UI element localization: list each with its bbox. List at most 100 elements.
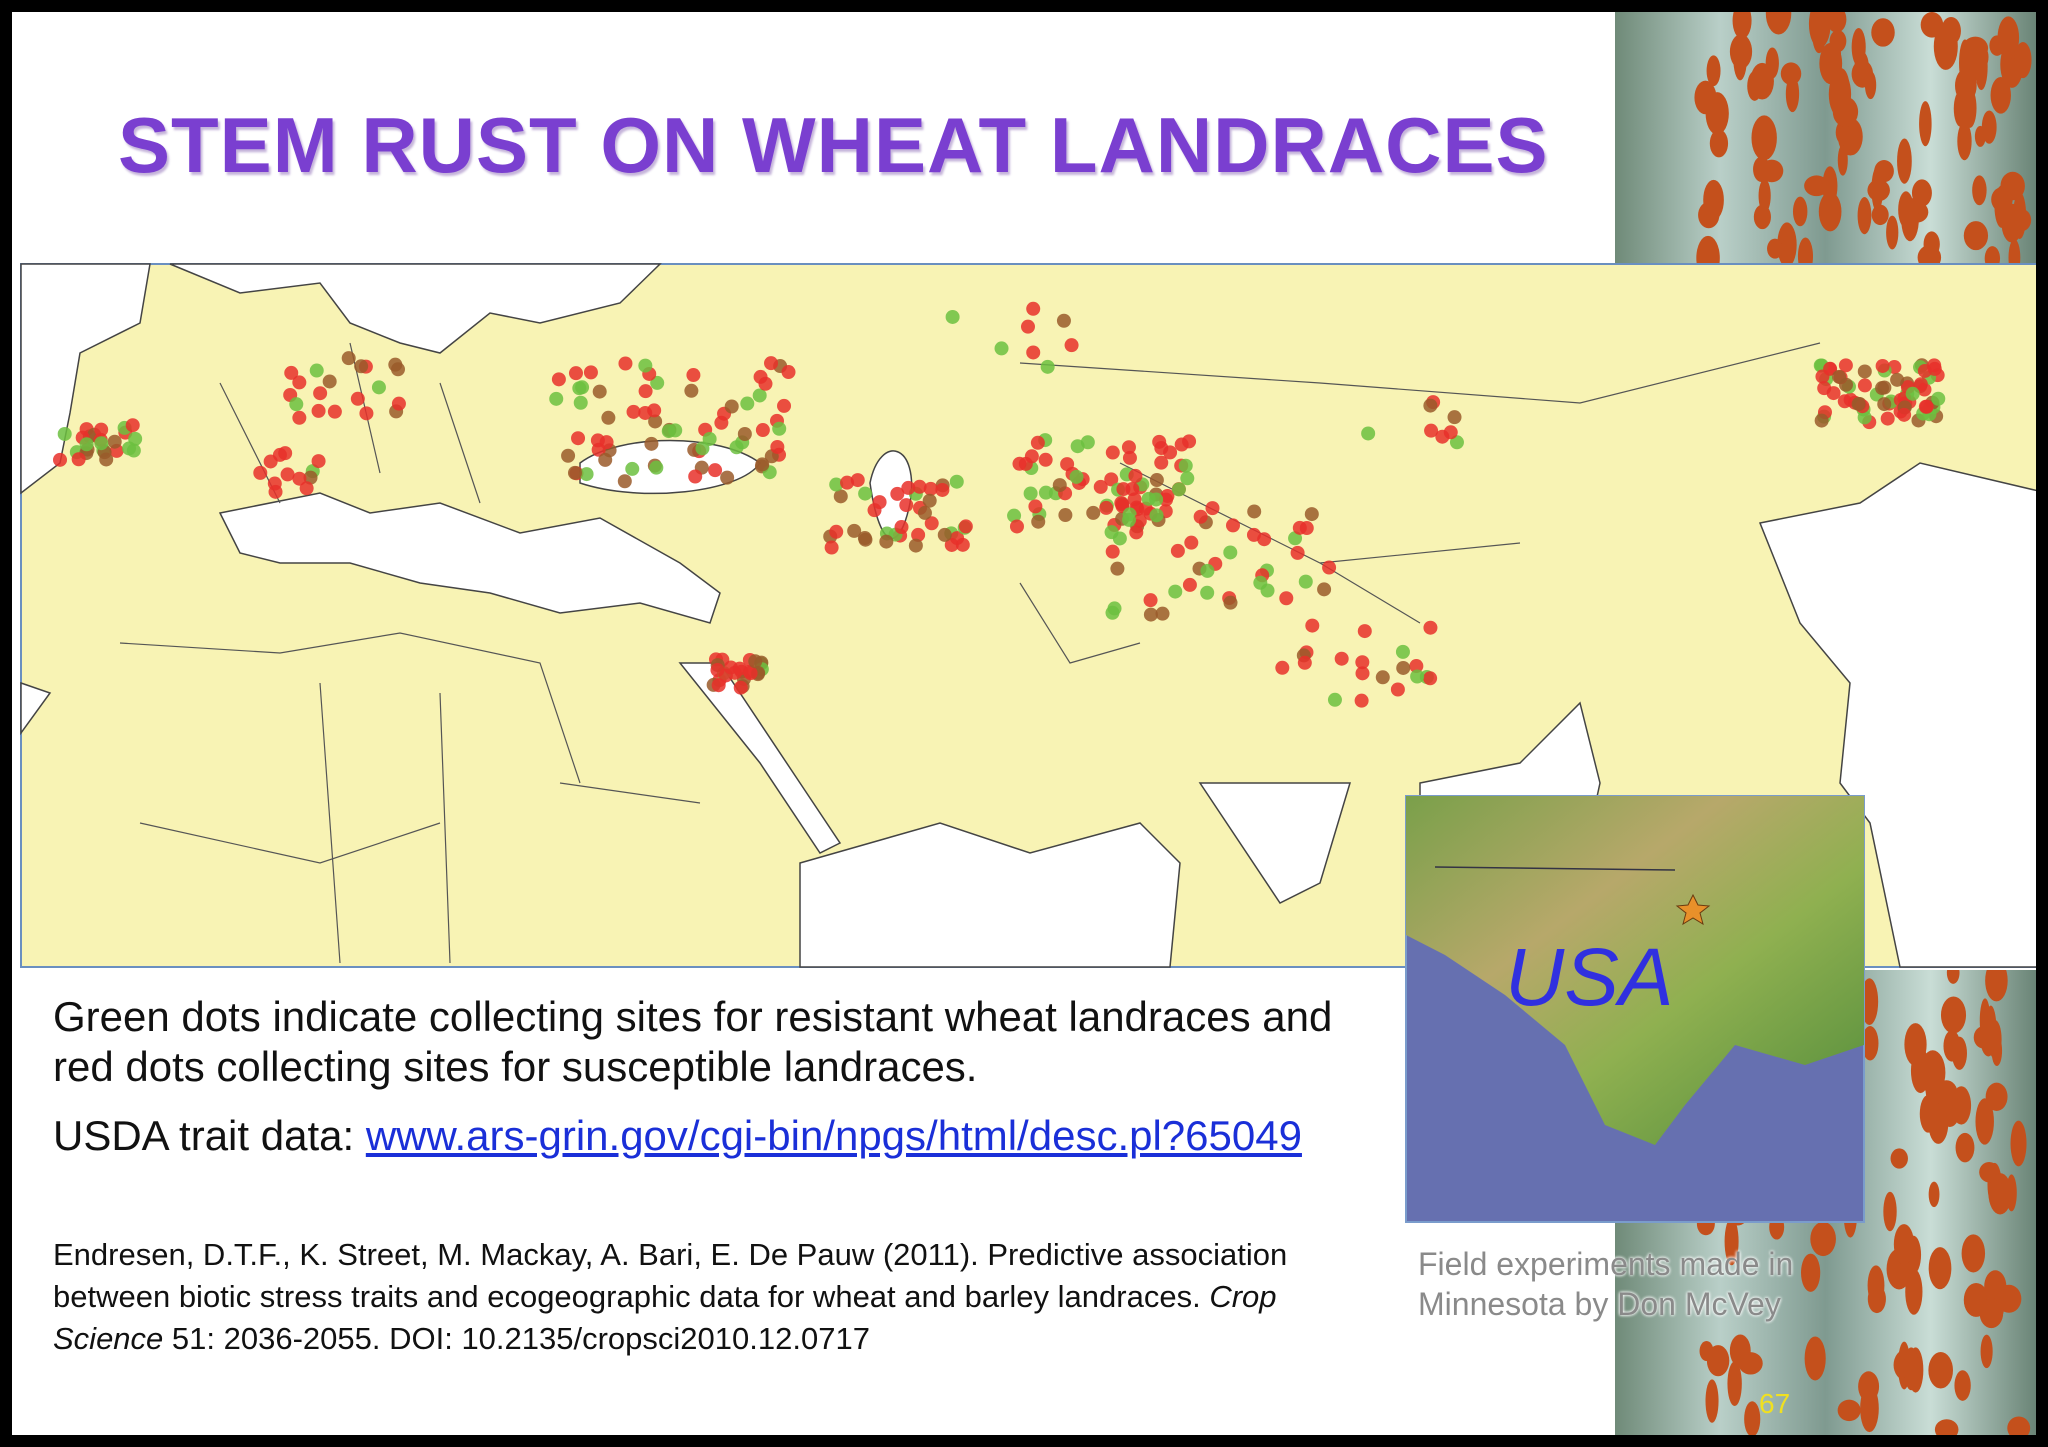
site-dot [1018, 456, 1033, 471]
rust-photo-top [1615, 12, 2036, 263]
site-dot [743, 666, 758, 681]
usda-link[interactable]: www.ars-grin.gov/cgi-bin/npgs/html/desc.… [365, 1112, 1302, 1159]
site-dot [1086, 505, 1101, 520]
site-dot [1128, 468, 1143, 483]
site-dot [57, 426, 72, 441]
site-dot [292, 375, 307, 390]
site-dot [1396, 660, 1411, 675]
site-dot [1141, 491, 1156, 506]
rust-pustule [1733, 35, 1747, 81]
rust-pustule [1724, 1217, 1739, 1266]
site-dot [847, 523, 862, 538]
site-dot [1110, 561, 1125, 576]
site-dot [1322, 560, 1337, 575]
site-dot [748, 654, 763, 669]
rust-pustule [1744, 1401, 1761, 1435]
site-dot [1253, 575, 1268, 590]
rust-pustule [1919, 1094, 1937, 1133]
site-dot [1832, 369, 1847, 384]
site-dot [958, 519, 973, 534]
rust-pustule [1810, 1221, 1836, 1257]
rust-pustule [1797, 237, 1814, 263]
site-dot [1143, 607, 1158, 622]
site-dot [710, 663, 725, 678]
site-dot [1114, 495, 1129, 510]
rust-pustule [1751, 115, 1777, 161]
rust-pustule [1861, 1026, 1879, 1061]
site-dot [1814, 413, 1829, 428]
rust-pustule [1890, 1148, 1908, 1169]
inset-caption: Field experiments made in Minnesota by D… [1418, 1246, 1794, 1322]
rust-pustule [1829, 29, 1847, 53]
rust-pustule [1857, 197, 1872, 235]
rust-pustule [2000, 171, 2025, 201]
site-dot [1838, 358, 1853, 373]
site-dot [644, 436, 659, 451]
site-dot [1299, 521, 1314, 536]
site-dot [1880, 411, 1895, 426]
site-dot [638, 384, 653, 399]
site-dot [573, 395, 588, 410]
site-dot [737, 426, 752, 441]
site-dot [935, 482, 950, 497]
rust-pustule [1851, 60, 1874, 88]
site-dot [1009, 519, 1024, 534]
site-dot [949, 474, 964, 489]
rust-pustule [1792, 196, 1808, 227]
site-dot [371, 380, 386, 395]
site-dot [572, 381, 587, 396]
rust-pustule [1727, 1361, 1742, 1407]
site-dot [1905, 386, 1920, 401]
site-dot [1129, 525, 1144, 540]
site-dot [647, 403, 662, 418]
rust-pustule [1698, 201, 1720, 229]
site-dot [1132, 513, 1147, 528]
site-dot [917, 505, 932, 520]
site-dot [648, 414, 663, 429]
site-dot [1038, 485, 1053, 500]
site-dot [1149, 473, 1164, 488]
site-dot [1105, 544, 1120, 559]
site-dot [309, 363, 324, 378]
site-dot [740, 396, 755, 411]
site-dot [922, 493, 937, 508]
site-dot [994, 341, 1009, 356]
site-dot [354, 359, 369, 374]
site-dot [1877, 380, 1892, 395]
rust-pustule [1705, 1379, 1719, 1423]
site-dot [107, 434, 122, 449]
site-dot [598, 452, 613, 467]
rust-pustule [1750, 62, 1774, 100]
site-dot [1038, 452, 1053, 467]
site-dot [850, 473, 865, 488]
site-dot [1297, 655, 1312, 670]
site-dot [752, 388, 767, 403]
rust-pustule [1928, 1181, 1940, 1208]
site-dot [1423, 620, 1438, 635]
site-dot [1877, 397, 1892, 412]
site-dot [1897, 407, 1912, 422]
usda-label: USDA trait data: [53, 1112, 355, 1159]
site-dot [879, 534, 894, 549]
rust-pustule [1871, 18, 1895, 47]
site-dot [1447, 410, 1462, 425]
rust-pustule [1874, 159, 1894, 183]
site-dot [280, 467, 295, 482]
site-dot [924, 516, 939, 531]
site-dot [732, 661, 747, 676]
site-dot [263, 454, 278, 469]
site-dot [327, 404, 342, 419]
rust-pustule [1758, 179, 1771, 213]
site-dot [1395, 644, 1410, 659]
site-dot [894, 520, 909, 535]
rust-pustule [2008, 239, 2021, 263]
site-dot [1180, 471, 1195, 486]
rust-pustule [1946, 970, 1960, 984]
site-dot [829, 477, 844, 492]
site-dot [1200, 563, 1215, 578]
site-dot [911, 527, 926, 542]
site-dot [724, 399, 739, 414]
rust-pustule [2007, 1416, 2031, 1435]
site-dot [79, 437, 94, 452]
rust-pustule [1917, 245, 1942, 263]
